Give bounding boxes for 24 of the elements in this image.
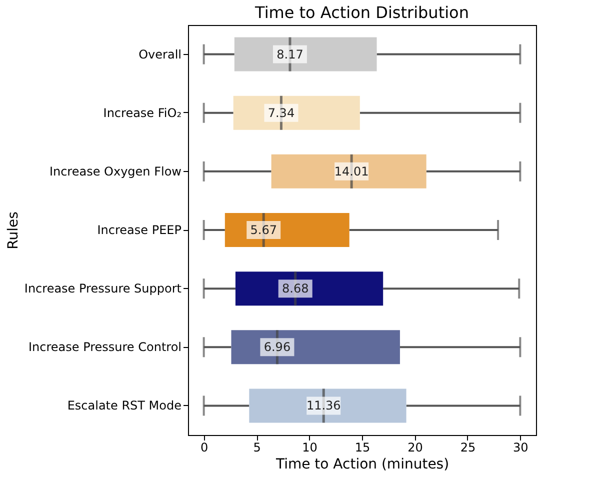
text: 5.67 xyxy=(250,223,277,237)
y-axis-title: Rules xyxy=(5,212,22,250)
x-tick-label: 30 xyxy=(513,440,528,454)
text: 6.96 xyxy=(264,340,291,354)
y-tick-label: Increase Pressure Control xyxy=(28,340,182,354)
y-tick-label: Overall xyxy=(138,47,182,62)
chart-title: Time to Action Distribution xyxy=(254,3,469,22)
text: 14.01 xyxy=(334,164,369,178)
x-tick-label: 25 xyxy=(460,440,476,454)
y-tick-label: Escalate RST Mode xyxy=(67,398,182,413)
text: 8.68 xyxy=(282,282,309,296)
text: 8.17 xyxy=(276,47,304,62)
x-tick-label: 10 xyxy=(302,440,318,454)
y-tick-label: Increase Pressure Support xyxy=(24,282,182,296)
text: 11.36 xyxy=(306,398,341,413)
y-tick-label: Increase FiO₂ xyxy=(103,106,182,120)
x-tick-label: 20 xyxy=(408,440,423,454)
x-axis-title: Time to Action (minutes) xyxy=(274,456,450,472)
x-tick-label: 5 xyxy=(253,440,261,454)
x-tick-label: 0 xyxy=(200,440,208,454)
y-tick-label: Increase PEEP xyxy=(97,223,182,237)
text: 7.34 xyxy=(268,106,295,120)
x-tick-label: 15 xyxy=(354,440,370,454)
y-tick-label: Increase Oxygen Flow xyxy=(49,164,182,178)
